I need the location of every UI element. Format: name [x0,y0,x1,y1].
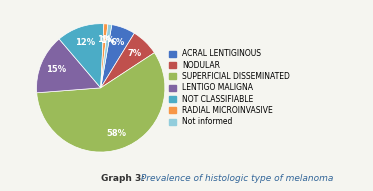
Text: Graph 3:: Graph 3: [101,174,145,183]
Wedge shape [101,24,108,88]
Text: Prevalence of histologic type of melanoma: Prevalence of histologic type of melanom… [138,174,333,183]
Wedge shape [37,53,165,152]
Text: 1%: 1% [97,35,112,44]
Wedge shape [101,33,154,88]
Legend: ACRAL LENTIGINOUS, NODULAR, SUPERFICIAL DISSEMINATED, LENTIGO MALIGNA, NOT CLASS: ACRAL LENTIGINOUS, NODULAR, SUPERFICIAL … [169,49,290,126]
Text: 58%: 58% [106,129,126,138]
Text: 6%: 6% [111,38,125,47]
Text: 1%: 1% [100,36,115,45]
Text: 15%: 15% [46,65,66,74]
Wedge shape [101,25,134,88]
Wedge shape [37,39,101,93]
Text: 7%: 7% [127,49,141,58]
Wedge shape [59,24,104,88]
Text: 12%: 12% [75,38,95,47]
Wedge shape [101,24,112,88]
